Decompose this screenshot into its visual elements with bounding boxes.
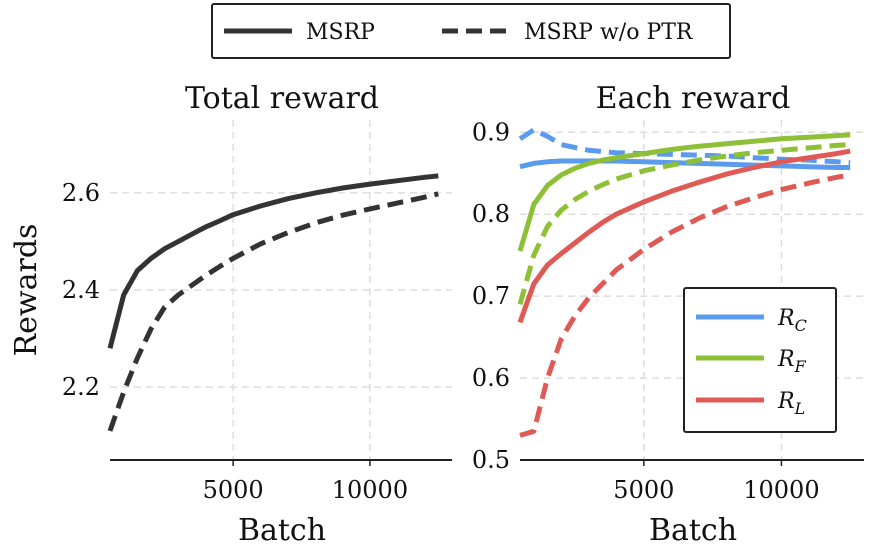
right-series-line [519,172,851,438]
right-ytick-label: 0.9 [472,118,510,146]
left-series-line [107,173,439,349]
left-xtick-label: 10000 [332,476,408,504]
right-series-line [517,132,851,252]
left-yticks: 2.2 2.4 2.6 [62,179,100,401]
right-series-line [518,127,851,166]
top-legend: MSRP MSRP w/o PTR [211,3,731,59]
right-panel-title: Each reward [596,81,791,116]
left-x-axis-label: Batch [238,513,326,548]
right-ytick-label: 0.7 [472,282,510,310]
right-ytick-label: 0.8 [472,200,510,228]
left-panel: Total reward 5000 10000 2.2 2.4 2.6 Batch R… [9,81,452,548]
left-series-line [107,191,439,432]
right-xtick-label: 5000 [613,476,674,504]
left-ytick-label: 2.2 [62,373,100,401]
right-legend-label-rc-sub: C [795,316,807,335]
right-legend-label-rl-sub: L [794,399,806,418]
right-panel: Each reward 5000 10000 0.5 0.6 0.7 0.8 0.9 Ba… [472,81,864,548]
right-legend: RC RF RL [683,287,837,433]
right-legend-label-rc-symbol: R [777,306,795,331]
right-legend-label-rf-symbol: R [777,347,795,372]
right-legend-label-rl: RL [777,389,805,418]
left-series [107,173,439,432]
left-xtick-label: 5000 [203,476,264,504]
left-ytick-label: 2.6 [62,179,100,207]
right-series-line [517,148,851,324]
right-legend-label-rf-sub: F [794,357,807,376]
right-series-line [517,142,851,305]
right-legend-label-rc: RC [777,306,807,335]
right-x-axis-label: Batch [649,513,737,548]
right-xticks: 5000 10000 [613,460,820,504]
top-legend-label-msrp-wo-ptr: MSRP w/o PTR [524,20,694,45]
right-legend-label-rf: RF [777,347,807,376]
left-xticks: 5000 10000 [203,460,408,504]
right-ytick-label: 0.5 [472,446,510,474]
left-y-axis-label: Rewards [9,224,44,357]
left-panel-title: Total reward [185,81,379,116]
left-ytick-label: 2.4 [62,276,100,304]
top-legend-label-msrp: MSRP [306,20,375,45]
right-series [517,127,851,438]
left-grid [110,120,452,460]
right-ytick-label: 0.6 [472,364,510,392]
right-xtick-label: 10000 [743,476,819,504]
right-yticks: 0.5 0.6 0.7 0.8 0.9 [472,118,510,474]
right-legend-label-rl-symbol: R [777,389,795,414]
